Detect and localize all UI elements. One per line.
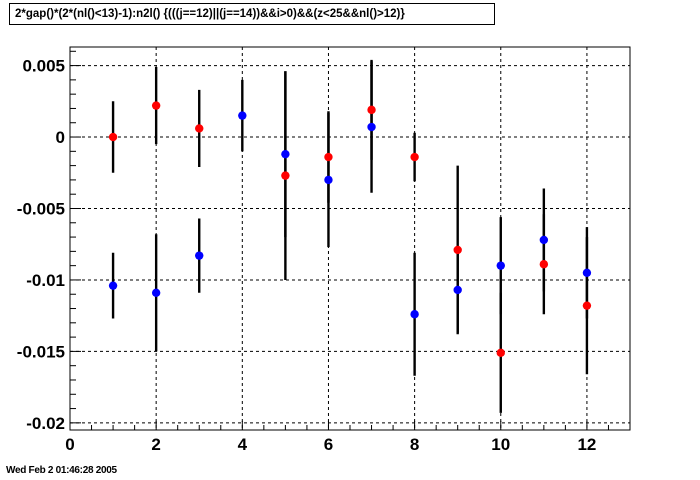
x-tick-label: 4 [238, 435, 248, 454]
x-tick-label: 6 [324, 435, 333, 454]
x-tick-label: 0 [65, 435, 74, 454]
y-tick-label: 0.005 [22, 57, 65, 76]
data-markers [108, 101, 592, 358]
y-tick-label: -0.01 [26, 271, 65, 290]
data-point-red [367, 105, 376, 115]
data-point-red [453, 245, 462, 255]
data-point-red [108, 132, 118, 142]
data-point-blue [496, 261, 505, 270]
data-point-blue [539, 235, 549, 245]
data-point-blue [238, 111, 247, 120]
axes [69, 50, 631, 430]
data-point-red [324, 152, 333, 162]
x-tick-label: 8 [410, 435, 419, 454]
y-tick-label: -0.005 [17, 199, 65, 218]
data-point-blue [108, 281, 118, 290]
footer-timestamp: Wed Feb 2 01:46:28 2005 [6, 465, 117, 476]
data-point-red [539, 260, 549, 269]
data-point-blue [195, 251, 204, 260]
y-tick-label: 0 [56, 128, 65, 147]
data-point-blue [151, 288, 161, 298]
data-point-red [582, 301, 592, 310]
x-tick-label: 2 [151, 435, 160, 454]
data-point-blue [367, 122, 376, 132]
data-point-blue [281, 149, 290, 159]
tick-labels: 0 2 4 6 8 10 12 0.005 0 -0.005 -0.01 -0.015 -0.02 [17, 57, 597, 454]
data-point-red [281, 171, 290, 180]
data-point-red [410, 152, 419, 162]
y-tick-label: -0.015 [17, 342, 65, 361]
chart-title: 2*gap()*(2*(nl()<13)-1):n2l() {(((j==12)… [9, 3, 495, 25]
y-tick-label: -0.02 [26, 414, 65, 433]
data-point-red [151, 101, 161, 110]
plot-frame [69, 46, 631, 431]
x-tick-label: 12 [577, 435, 596, 454]
data-point-blue [582, 268, 592, 277]
data-point-blue [453, 285, 462, 295]
data-point-blue [410, 310, 419, 319]
x-tick-label: 10 [491, 435, 510, 454]
data-point-red [195, 124, 204, 133]
data-point-red [496, 348, 505, 358]
data-point-blue [324, 175, 333, 185]
